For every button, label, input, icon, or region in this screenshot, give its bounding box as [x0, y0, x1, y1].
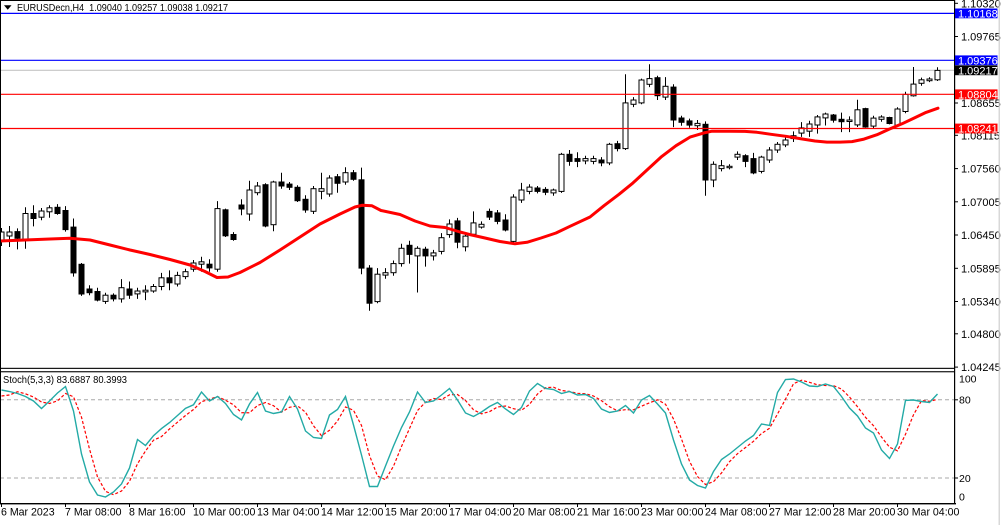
- svg-text:Stoch(5,3,3) 83.6887 80.3993: Stoch(5,3,3) 83.6887 80.3993: [3, 375, 127, 386]
- svg-text:1.08241: 1.08241: [958, 124, 998, 136]
- svg-text:23 Mar 00:00: 23 Mar 00:00: [641, 506, 704, 518]
- svg-text:27 Mar 12:00: 27 Mar 12:00: [769, 506, 832, 518]
- svg-text:7 Mar 08:00: 7 Mar 08:00: [65, 506, 122, 518]
- svg-text:80: 80: [959, 395, 971, 407]
- svg-text:1.05340: 1.05340: [961, 297, 1001, 309]
- svg-text:17 Mar 04:00: 17 Mar 04:00: [449, 506, 512, 518]
- svg-text:21 Mar 16:00: 21 Mar 16:00: [577, 506, 640, 518]
- svg-text:28 Mar 20:00: 28 Mar 20:00: [833, 506, 896, 518]
- svg-text:1.09376: 1.09376: [958, 55, 998, 67]
- svg-text:1.07005: 1.07005: [961, 197, 1001, 209]
- svg-text:1.10320: 1.10320: [961, 0, 1001, 10]
- svg-text:0: 0: [959, 492, 965, 504]
- svg-text:1.08655: 1.08655: [961, 98, 1001, 110]
- svg-text:1.09765: 1.09765: [961, 32, 1001, 44]
- svg-text:1.10168: 1.10168: [958, 8, 998, 20]
- svg-text:24 Mar 08:00: 24 Mar 08:00: [705, 506, 768, 518]
- svg-text:20 Mar 08:00: 20 Mar 08:00: [513, 506, 576, 518]
- svg-text:EURUSDecn,H4 1.09040 1.09257: EURUSDecn,H4 1.09040 1.09257 1.09038 1.0…: [17, 3, 228, 14]
- svg-text:1.09217: 1.09217: [958, 65, 998, 77]
- svg-text:1.07560: 1.07560: [961, 164, 1001, 176]
- svg-text:1.08804: 1.08804: [958, 89, 998, 101]
- svg-text:8 Mar 16:00: 8 Mar 16:00: [129, 506, 186, 518]
- svg-text:10 Mar 00:00: 10 Mar 00:00: [193, 506, 256, 518]
- svg-text:14 Mar 12:00: 14 Mar 12:00: [321, 506, 384, 518]
- svg-text:13 Mar 04:00: 13 Mar 04:00: [257, 506, 320, 518]
- svg-text:1.04245: 1.04245: [961, 362, 1001, 374]
- svg-text:6 Mar 2023: 6 Mar 2023: [1, 506, 55, 518]
- svg-text:1.06450: 1.06450: [961, 230, 1001, 242]
- svg-text:1.04800: 1.04800: [961, 329, 1001, 341]
- svg-text:30 Mar 04:00: 30 Mar 04:00: [897, 506, 960, 518]
- svg-text:20: 20: [959, 473, 971, 485]
- svg-text:15 Mar 20:00: 15 Mar 20:00: [385, 506, 448, 518]
- svg-text:1.05895: 1.05895: [961, 263, 1001, 275]
- svg-text:100: 100: [959, 373, 977, 385]
